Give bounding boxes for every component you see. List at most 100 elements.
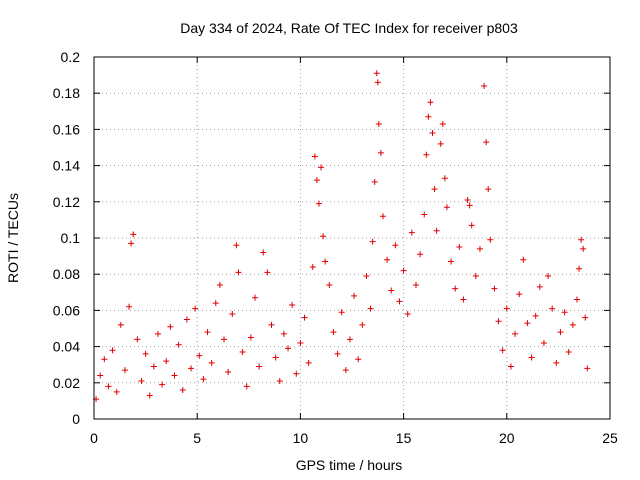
y-tick-label: 0.18 — [53, 85, 80, 101]
data-point — [384, 256, 391, 263]
data-point — [367, 305, 374, 312]
data-point — [320, 233, 327, 240]
data-point — [456, 244, 463, 251]
data-points — [93, 70, 591, 403]
data-point — [528, 354, 535, 361]
data-point — [565, 349, 572, 356]
data-point — [512, 330, 519, 337]
data-point — [483, 139, 490, 146]
data-point — [355, 356, 362, 363]
data-point — [179, 387, 186, 394]
data-point — [427, 99, 434, 106]
data-point — [233, 242, 240, 249]
data-point — [138, 377, 145, 384]
data-point — [476, 245, 483, 252]
data-point — [499, 347, 506, 354]
data-point — [536, 283, 543, 290]
data-point — [212, 300, 219, 307]
data-point — [363, 273, 370, 280]
x-tick-label: 15 — [396, 430, 412, 446]
y-tick-label: 0.16 — [53, 121, 80, 137]
data-point — [167, 323, 174, 330]
grid-lines — [94, 57, 610, 419]
data-point — [516, 291, 523, 298]
data-point — [204, 329, 211, 336]
y-tick-label: 0.2 — [61, 49, 81, 65]
data-point — [309, 263, 316, 270]
data-point — [229, 311, 236, 318]
data-point — [311, 153, 318, 160]
data-point — [196, 352, 203, 359]
data-point — [297, 339, 304, 346]
data-point — [351, 292, 358, 299]
data-point — [576, 265, 583, 272]
data-point — [495, 318, 502, 325]
data-point — [491, 285, 498, 292]
data-point — [408, 229, 415, 236]
data-point — [452, 285, 459, 292]
data-point — [540, 339, 547, 346]
data-point — [128, 240, 135, 247]
data-point — [503, 305, 510, 312]
data-point — [171, 372, 178, 379]
data-point — [520, 256, 527, 263]
data-point — [97, 372, 104, 379]
data-point — [346, 336, 353, 343]
data-point — [188, 365, 195, 372]
chart-title: Day 334 of 2024, Rate Of TEC Index for r… — [180, 20, 518, 36]
data-point — [251, 294, 258, 301]
y-tick-label: 0.08 — [53, 266, 80, 282]
data-point — [221, 336, 228, 343]
data-point — [561, 309, 568, 316]
data-point — [371, 178, 378, 185]
data-point — [326, 282, 333, 289]
data-point — [524, 320, 531, 327]
data-point — [429, 130, 436, 137]
data-point — [239, 349, 246, 356]
data-point — [268, 321, 275, 328]
data-point — [272, 354, 279, 361]
data-point — [301, 314, 308, 321]
data-point — [580, 245, 587, 252]
data-point — [334, 350, 341, 357]
data-point — [313, 177, 320, 184]
data-point — [569, 321, 576, 328]
data-point — [423, 151, 430, 158]
data-point — [441, 175, 448, 182]
data-point — [359, 321, 366, 328]
data-point — [468, 222, 475, 229]
data-point — [342, 367, 349, 374]
data-point — [448, 258, 455, 265]
data-point — [289, 301, 296, 308]
y-tick-label: 0.12 — [53, 194, 80, 210]
data-point — [481, 82, 488, 89]
data-point — [412, 282, 419, 289]
data-point — [578, 236, 585, 243]
data-point — [417, 251, 424, 258]
data-point — [101, 356, 108, 363]
data-point — [369, 238, 376, 245]
data-point — [396, 298, 403, 305]
data-point — [235, 269, 242, 276]
data-point — [573, 296, 580, 303]
data-point — [113, 388, 120, 395]
data-point — [549, 305, 556, 312]
data-point — [305, 359, 312, 366]
data-point — [134, 336, 141, 343]
data-point — [375, 120, 382, 127]
axis-ticks: 0 5 10 15 20 25 0 0.02 0.04 0.06 0.08 0.1 0.12 0.14 0.… — [53, 49, 618, 446]
data-point — [433, 227, 440, 234]
data-point — [582, 314, 589, 321]
x-tick-label: 25 — [602, 430, 618, 446]
data-point — [264, 269, 271, 276]
data-point — [400, 267, 407, 274]
data-point — [256, 363, 263, 370]
data-point — [130, 231, 137, 238]
data-point — [485, 186, 492, 193]
x-tick-label: 0 — [90, 430, 98, 446]
data-point — [557, 329, 564, 336]
data-point — [374, 79, 381, 86]
data-point — [379, 213, 386, 220]
data-point — [545, 273, 552, 280]
data-point — [126, 303, 133, 310]
